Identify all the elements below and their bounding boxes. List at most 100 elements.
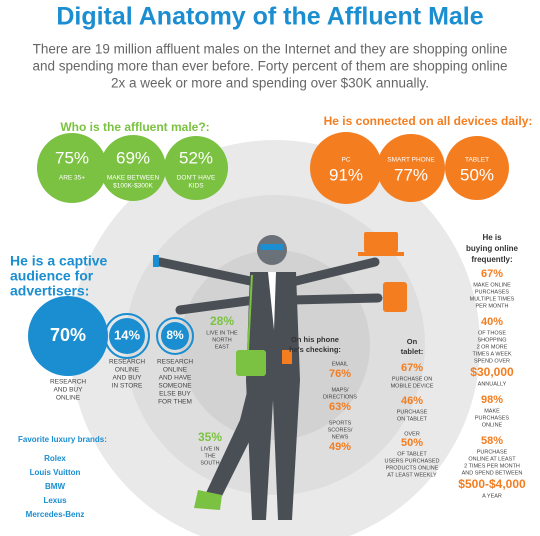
section-heading: On his phone [291,335,339,344]
item-label: SPEND OVER [474,358,510,364]
section-heading: He is connected on all devices daily: [324,114,533,128]
stat-label: ONLINE [115,367,140,374]
intro-line: 2x a week or more and spending over $30K… [111,76,429,91]
stat-label: IN STORE [112,383,143,390]
item-value: 67% [481,268,503,280]
tablet-device [383,282,407,312]
item-label: SPORTS [329,420,352,426]
item-label: PURCHASES [475,289,510,295]
stat-label: SMART PHONE [387,157,435,164]
stat-label: TABLET [465,157,489,164]
item-value: 67% [401,362,423,374]
item-label: ONLINE AT LEAST [468,456,516,462]
intro-line: and spending more than ever before. Fort… [32,59,507,74]
section-heading: he's checking: [289,345,341,354]
item-label: SHOPPING [477,337,506,343]
stat-value: 69% [116,148,150,167]
stat-circle [28,296,108,376]
stat-value: 77% [394,165,428,184]
section-heading: Who is the affluent male?: [60,120,209,134]
section-heading: Favorite luxury brands: [18,435,107,444]
stat-value: 52% [179,148,213,167]
stat-value: 14% [114,327,140,342]
stat-circle [377,134,445,202]
item-label: PURCHASE ON [392,376,432,382]
stat-label: SOMEONE [158,383,192,390]
item-label: USERS PURCHASED [384,458,439,464]
arm [287,293,383,305]
stat-label: AND BUY [113,375,143,382]
brand: Louis Vuitton [30,468,81,477]
arm [175,295,260,315]
region-label: LIVE IN [201,446,220,452]
item-label: OF THOSE [478,330,506,336]
region-label: NORTH [212,337,231,343]
item-label: DIRECTIONS [323,394,357,400]
laptop [364,232,398,252]
item-label: OF TABLET [397,451,427,457]
item-value: 63% [329,401,351,413]
item-amount: $30,000 [470,365,514,379]
stat-circle [100,135,166,201]
stat-label: RESEARCH [157,359,193,366]
device-circles [310,132,509,204]
key [153,255,159,267]
section-heading: On [407,337,418,346]
glasses [260,244,284,250]
item-label: PURCHASES [475,415,510,421]
item-value: 50% [401,437,423,449]
stat-circle [109,318,145,354]
arm [155,257,260,287]
item-label: SCORES/ [328,427,353,433]
stat-label: RESEARCH [109,359,145,366]
title: Digital Anatomy of the Affluent Male [56,3,483,31]
region-value: 28% [210,314,234,328]
stat-label: $100K-$300K [113,183,153,190]
item-amount: $500-$4,000 [458,477,526,491]
section-heading: advertisers: [10,283,89,299]
stat-circle [310,132,382,204]
region-label: EAST [215,344,230,350]
stat-label: DON'T HAVE [177,175,216,182]
figure [153,232,407,520]
brand: BMW [45,482,65,491]
stat-circle [37,133,107,203]
item-label: PURCHASE [477,449,508,455]
section-heading: He is [482,233,502,242]
stat-label: RESEARCH [50,379,86,386]
stat-label: FOR THEM [158,399,192,406]
item-label: A YEAR [482,493,502,499]
section-heading: buying online [466,244,519,253]
item-label: PURCHASE [397,409,428,415]
stat-value: 8% [166,328,184,342]
region-label: SOUTH [200,460,219,466]
arm [287,257,380,287]
intro-line: There are 19 million affluent males on t… [33,42,508,57]
section-heading: audience for [10,268,94,284]
stat-value: 75% [55,148,89,167]
item-label: 2 OR MORE [477,344,508,350]
bag-strap [247,274,253,351]
stat-value: 70% [50,325,86,345]
brand: Mercedes-Benz [26,510,85,519]
brand: Lexus [43,496,67,505]
stat-label: AND HAVE [159,375,192,382]
region-label: THE [205,453,216,459]
stat-circle [164,136,228,200]
stat-value: 50% [460,165,494,184]
section-heading: frequently: [471,255,512,264]
stat-label: ELSE BUY [159,391,191,398]
stat-label: ARE 35+ [59,175,85,182]
item-label: EMAIL [332,361,349,367]
item-label: MAKE [484,408,500,414]
stat-ring [156,317,194,355]
leg [205,380,255,500]
laptop-base [358,252,404,256]
item-label: PRODUCTS ONLINE [386,465,439,471]
who-circles [37,133,228,203]
item-label: TIMES A WEEK [472,351,511,357]
item-label: AND SPEND BETWEEN [462,470,523,476]
stat-label: MAKE BETWEEN [107,175,160,182]
stat-label: KIDS [188,183,204,190]
